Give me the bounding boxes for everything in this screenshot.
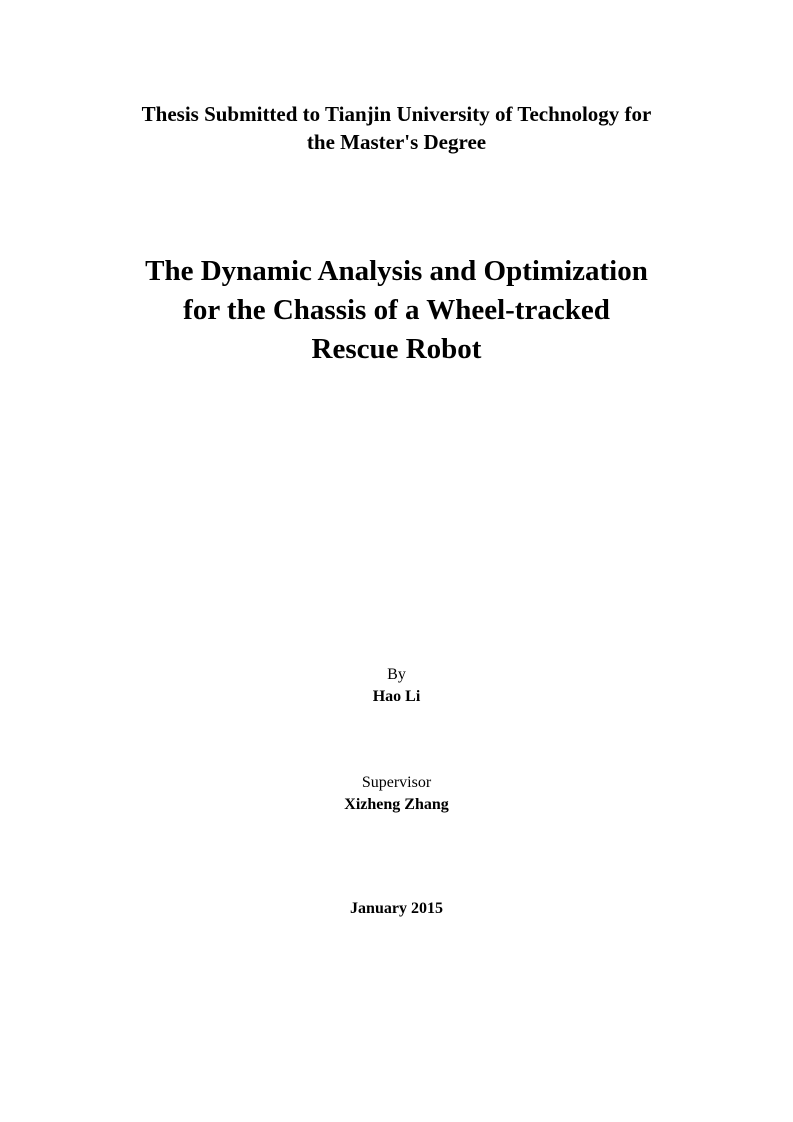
thesis-title-page: Thesis Submitted to Tianjin University o… xyxy=(0,0,793,1122)
author-section: By Hao Li xyxy=(75,664,718,707)
title-line-3: Rescue Robot xyxy=(75,330,718,369)
supervisor-label: Supervisor xyxy=(75,772,718,794)
author-name: Hao Li xyxy=(75,686,718,708)
supervisor-section: Supervisor Xizheng Zhang xyxy=(75,772,718,815)
submission-header: Thesis Submitted to Tianjin University o… xyxy=(75,100,718,157)
by-label: By xyxy=(75,664,718,686)
thesis-title: The Dynamic Analysis and Optimization fo… xyxy=(75,252,718,369)
date: January 2015 xyxy=(75,900,718,918)
title-line-1: The Dynamic Analysis and Optimization xyxy=(75,252,718,291)
submission-line-1: Thesis Submitted to Tianjin University o… xyxy=(75,100,718,128)
supervisor-name: Xizheng Zhang xyxy=(75,794,718,816)
submission-line-2: the Master's Degree xyxy=(75,128,718,156)
title-line-2: for the Chassis of a Wheel-tracked xyxy=(75,291,718,330)
